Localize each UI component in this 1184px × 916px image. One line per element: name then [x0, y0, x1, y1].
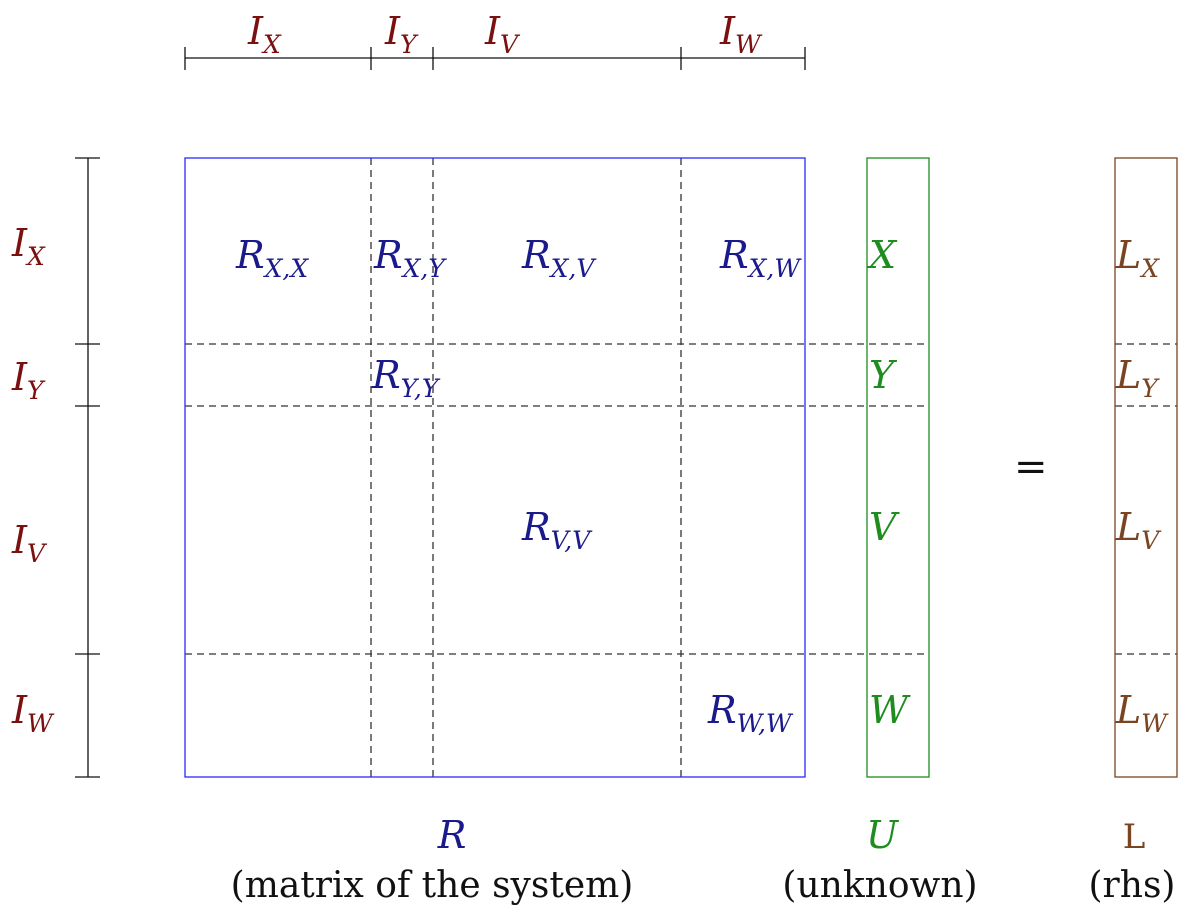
equals-sign: =: [1014, 444, 1048, 490]
unknown-entry-w: W: [869, 688, 911, 732]
left-label-iw: IW: [11, 688, 55, 738]
unknown-vector-box: [866, 157, 930, 778]
left-dimension-line: [75, 157, 100, 778]
block-partition-lines: [185, 158, 1177, 777]
left-label-ix: IX: [11, 221, 46, 271]
matrix-entry-ryy: RY,Y: [371, 353, 441, 403]
unknown-caption-desc: (unknown): [782, 865, 977, 906]
rhs-entry-lw: LW: [1115, 688, 1169, 738]
top-label-iv: IV: [484, 9, 521, 59]
rhs-vector-box: [1114, 157, 1178, 778]
unknown-entry-v: V: [869, 505, 900, 549]
unknown-caption-symbol: U: [866, 813, 900, 857]
matrix-entry-rww: RW,W: [707, 688, 794, 738]
matrix-box: [184, 157, 806, 778]
unknown-entry-y: Y: [869, 353, 898, 397]
top-dimension-line: [184, 47, 806, 70]
matrix-entry-rxv: RX,V: [521, 233, 597, 283]
matrix-entry-rxw: RX,W: [719, 233, 802, 283]
matrix-caption-symbol: R: [437, 813, 467, 857]
top-label-ix: IX: [247, 9, 282, 59]
rhs-caption-symbol: L: [1123, 817, 1146, 857]
rhs-entry-lx: LX: [1115, 233, 1160, 283]
unknown-entry-x: X: [866, 233, 898, 277]
matrix-entry-rxx: RX,X: [235, 233, 309, 283]
left-label-iy: IY: [11, 355, 46, 405]
rhs-entry-lv: LV: [1115, 505, 1162, 555]
left-label-iv: IV: [11, 518, 48, 568]
rhs-entry-ly: LY: [1115, 353, 1160, 403]
top-label-iy: IY: [384, 9, 419, 59]
matrix-entry-rvv: RV,V: [521, 505, 593, 555]
rhs-caption-desc: (rhs): [1089, 865, 1176, 906]
matrix-caption-desc: (matrix of the system): [231, 865, 634, 906]
top-label-iw: IW: [719, 9, 763, 59]
matrix-entry-rxy: RX,Y: [373, 233, 447, 283]
